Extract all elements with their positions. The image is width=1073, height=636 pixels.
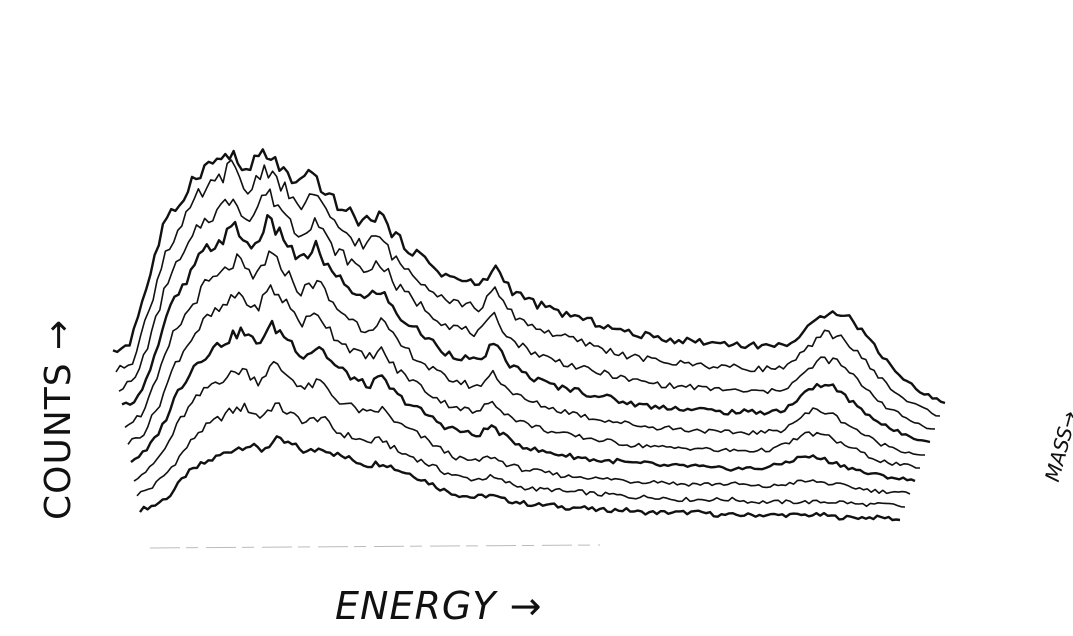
series-trace-3 [133, 360, 911, 495]
series-trace-2 [136, 402, 906, 508]
series-trace-4 [130, 319, 916, 483]
y-axis-label: COUNTS → [38, 318, 79, 520]
series-trace-8 [118, 188, 936, 430]
series-traces [112, 148, 946, 522]
x-axis-label: ENERGY → [335, 584, 543, 628]
series-trace-7 [121, 214, 931, 444]
series-trace-9 [115, 159, 941, 417]
series-trace-10 [112, 148, 946, 405]
floor-line [149, 544, 601, 549]
baseline-traces [149, 544, 601, 549]
series-trace-1 [139, 435, 901, 522]
series-trace-5 [127, 284, 920, 469]
series-trace-6 [124, 250, 925, 456]
